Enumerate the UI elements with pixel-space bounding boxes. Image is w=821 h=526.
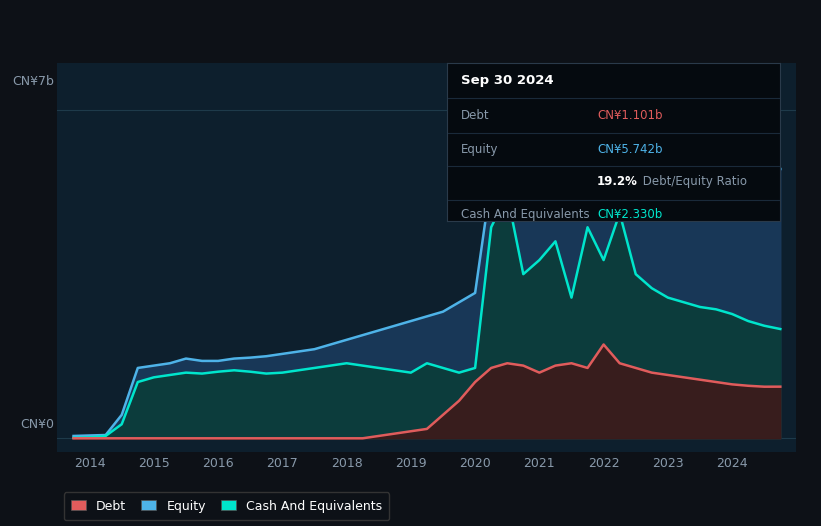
Text: Sep 30 2024: Sep 30 2024	[461, 74, 553, 87]
Text: Debt/Equity Ratio: Debt/Equity Ratio	[639, 175, 746, 188]
Text: Debt: Debt	[461, 109, 489, 122]
Legend: Debt, Equity, Cash And Equivalents: Debt, Equity, Cash And Equivalents	[64, 492, 389, 520]
Text: CN¥7b: CN¥7b	[11, 75, 54, 88]
Text: Cash And Equivalents: Cash And Equivalents	[461, 208, 589, 221]
Text: CN¥2.330b: CN¥2.330b	[597, 208, 663, 221]
Text: CN¥1.101b: CN¥1.101b	[597, 109, 663, 122]
Text: Equity: Equity	[461, 143, 498, 156]
Text: CN¥0: CN¥0	[20, 418, 54, 431]
Text: CN¥5.742b: CN¥5.742b	[597, 143, 663, 156]
Text: 19.2%: 19.2%	[597, 175, 638, 188]
